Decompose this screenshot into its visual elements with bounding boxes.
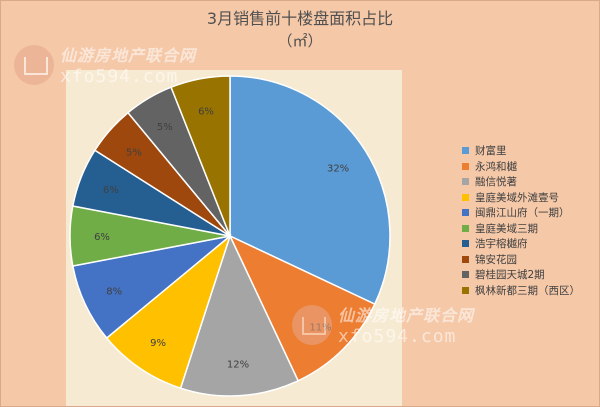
legend-item: 闽鼎江山府（一期） [462,205,598,221]
legend-item: 皇庭美域外滩壹号 [462,190,598,206]
legend-label: 永鸿和樾 [475,160,517,173]
slice-label: 5% [157,122,173,133]
legend-label: 浩宇榕樾府 [475,238,528,251]
slice-label: 5% [126,147,142,158]
pie-slice [229,75,391,306]
legend-item: 永鸿和樾 [462,159,598,175]
legend-item: 财富里 [462,143,598,159]
watermark-top: 仙游房地产联合网 xfo594.com [14,42,196,87]
slice-label: 6% [94,232,110,243]
legend-label: 皇庭美域三期 [475,222,538,235]
legend-item: 融信悦著 [462,174,598,190]
pie-slice [170,75,231,237]
chart-header: 3月销售前十楼盘面积占比 （㎡） [0,8,600,52]
legend-swatch [462,224,469,232]
legend-label: 皇庭美域外滩壹号 [475,191,559,204]
legend-item: 碧桂园天城2期 [462,267,598,283]
legend-swatch [462,209,469,217]
watermark-logo-icon [14,44,54,85]
legend-swatch [462,147,469,155]
legend-swatch [462,271,469,279]
pie-slice [105,233,232,390]
legend-swatch [462,178,469,186]
slice-label: 32% [327,163,349,174]
legend-label: 枫林新都三期（西区） [475,284,580,297]
legend: 财富里永鸿和樾融信悦著皇庭美域外滩壹号 闽鼎江山府（一期） 皇庭美域三期 浩宇榕樾府锦… [462,143,598,298]
chart-title: 3月销售前十楼盘面积占比 [206,9,394,28]
slice-label: 9% [150,338,166,349]
watermark-url: xfo594.com [338,326,457,347]
slice-label: 6% [198,106,214,117]
watermark-cn: 仙游房地产联合网 [338,306,475,325]
legend-item: 皇庭美域三期 [462,221,598,237]
legend-swatch [462,193,469,201]
slice-label: 6% [103,185,119,196]
watermark-bottom: 仙游房地产联合网 xfo594.com [292,302,474,347]
legend-label: 融信悦著 [475,176,517,189]
legend-label: 闽鼎江山府（一期） [475,207,570,220]
legend-swatch [462,255,469,263]
legend-item: 锦安花园 [462,252,598,268]
watermark-cn: 仙游房地产联合网 [60,46,197,65]
legend-swatch [462,240,469,248]
watermark-url: xfo594.com [60,66,179,87]
slice-label: 12% [227,360,249,371]
legend-item: 浩宇榕樾府 [462,236,598,252]
pie-chart: 32%11%12%9%8%6%6%5%5%6% [69,75,391,397]
legend-label: 财富里 [475,145,507,158]
legend-label: 锦安花园 [475,253,517,266]
legend-swatch [462,286,469,294]
pie-plot-area: 32%11%12%9%8%6%6%5%5%6% [66,70,402,406]
legend-swatch [462,162,469,170]
pie-slice [179,233,300,397]
watermark-logo-icon [292,304,332,345]
slice-label: 8% [106,286,122,297]
legend-label: 碧桂园天城2期 [475,269,545,282]
legend-item: 枫林新都三期（西区） [462,283,598,299]
chart-unit: （㎡） [277,32,323,50]
